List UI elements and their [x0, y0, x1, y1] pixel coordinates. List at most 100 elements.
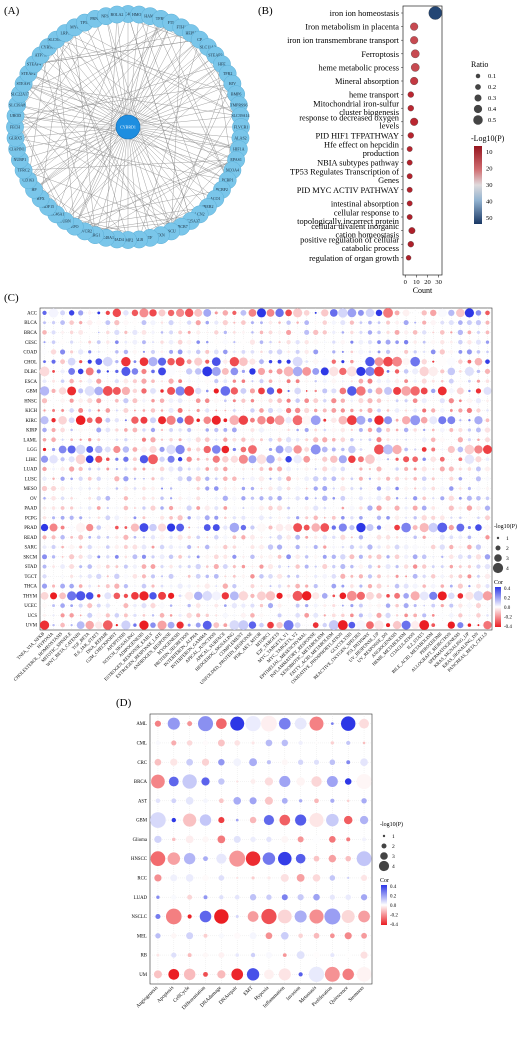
correlation-dot — [358, 613, 363, 618]
correlation-dot — [259, 555, 264, 559]
correlation-dot — [277, 603, 282, 608]
correlation-dot — [132, 554, 138, 560]
correlation-dot — [414, 487, 417, 490]
correlation-dot — [346, 740, 351, 746]
network-edge — [15, 115, 182, 227]
correlation-dot — [106, 575, 109, 578]
correlation-dot — [358, 564, 364, 569]
correlation-dot — [214, 477, 218, 481]
correlation-dot — [410, 591, 420, 601]
correlation-dot — [278, 321, 281, 324]
correlation-dot — [340, 716, 356, 731]
gene-node-label: SLC39A8 — [9, 102, 25, 107]
correlation-dot — [340, 564, 346, 570]
correlation-dot — [341, 545, 345, 549]
network-edge — [19, 22, 172, 95]
correlation-dot — [169, 515, 173, 520]
correlation-dot — [250, 545, 255, 550]
correlation-dot — [256, 308, 266, 318]
correlation-dot — [184, 415, 194, 425]
correlation-dot — [304, 496, 309, 501]
correlation-dot — [196, 379, 201, 384]
correlation-dot — [450, 331, 453, 334]
correlation-dot — [142, 340, 146, 345]
correlation-dot — [367, 505, 373, 511]
correlation-dot — [166, 367, 176, 376]
correlation-dot — [294, 622, 301, 629]
correlation-dot — [466, 495, 472, 501]
correlation-dot — [332, 535, 336, 540]
correlation-dot — [60, 466, 65, 472]
correlation-dot — [297, 836, 304, 843]
correlation-dot — [329, 759, 336, 766]
correlation-dot — [205, 467, 210, 471]
correlation-dot — [375, 387, 383, 395]
correlation-dot — [151, 496, 155, 500]
correlation-dot — [366, 591, 374, 600]
hub-edge — [127, 115, 241, 128]
correlation-dot — [78, 466, 83, 472]
correlation-dot — [449, 564, 454, 569]
row-label: CML — [137, 742, 147, 747]
correlation-dot — [266, 416, 275, 425]
gene-node-label: TMPRSS6 — [230, 102, 247, 107]
gene-node-label: ACO1 — [210, 196, 220, 201]
correlation-dot — [251, 876, 255, 880]
correlation-dot — [79, 438, 82, 441]
correlation-dot — [340, 534, 346, 540]
gene-node-label: HP — [31, 187, 37, 192]
correlation-dot — [79, 360, 83, 364]
correlation-dot — [423, 604, 426, 607]
correlation-dot — [214, 545, 219, 549]
correlation-dot — [204, 505, 210, 511]
correlation-dot — [141, 583, 147, 589]
correlation-dot — [386, 574, 390, 578]
network-edge — [65, 64, 223, 222]
correlation-dot — [394, 544, 400, 550]
correlation-dot — [123, 476, 129, 482]
row-label: THYM — [23, 594, 38, 599]
correlation-dot — [432, 360, 435, 363]
correlation-dot — [132, 564, 138, 569]
correlation-dot — [67, 591, 77, 601]
correlation-dot — [61, 330, 65, 334]
correlation-dot — [70, 624, 73, 627]
gene-node-label: GDF15 — [42, 204, 54, 209]
correlation-dot — [87, 329, 93, 335]
correlation-dot — [43, 496, 46, 500]
gene-node-label: SLC11A2 — [200, 44, 216, 49]
correlation-dot — [150, 812, 166, 828]
correlation-dot — [40, 416, 49, 425]
correlation-dot — [287, 574, 291, 578]
correlation-dot — [105, 495, 111, 501]
correlation-dot — [314, 565, 317, 568]
correlation-dot — [269, 613, 273, 617]
correlation-dot — [350, 340, 354, 344]
correlation-dot — [232, 409, 236, 412]
enrichment-term-label: intestinal absorption — [331, 199, 400, 208]
correlation-dot — [313, 339, 319, 345]
correlation-dot — [169, 604, 173, 607]
correlation-dot — [449, 349, 454, 354]
correlation-dot — [132, 574, 138, 579]
correlation-dot — [268, 505, 273, 511]
hub-edge — [65, 32, 129, 128]
correlation-dot — [385, 339, 391, 345]
correlation-dot — [222, 320, 228, 326]
correlation-dot — [141, 446, 147, 453]
correlation-dot — [241, 564, 246, 569]
correlation-dot — [167, 386, 176, 395]
correlation-dot — [43, 613, 47, 617]
gene-node-label: FECH — [10, 124, 20, 129]
correlation-dot — [263, 814, 275, 826]
correlation-dot — [96, 612, 102, 619]
correlation-dot — [178, 496, 182, 500]
correlation-dot — [486, 399, 489, 403]
correlation-dot — [234, 932, 241, 939]
gene-node-label: FXN — [157, 232, 165, 237]
row-label: SKCM — [23, 555, 37, 560]
correlation-dot — [324, 966, 340, 982]
correlation-dot — [305, 438, 309, 442]
correlation-dot — [70, 340, 74, 344]
correlation-dot — [277, 486, 282, 491]
